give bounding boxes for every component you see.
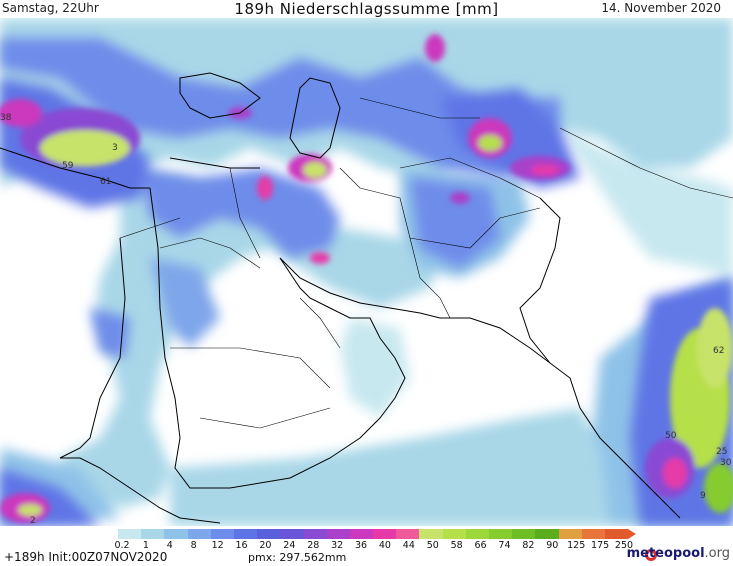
map-label: 50 [665, 431, 677, 441]
legend-ticks: 0.2 1 4 8 12 16 20 24 28 32 36 40 44 50 58 66 74 82 90 125 1… [112, 540, 636, 552]
legend-tick-label: 125 [567, 540, 586, 551]
legend-swatch [373, 529, 397, 539]
legend-swatch [210, 529, 234, 539]
legend-tick-label: 12 [211, 540, 224, 551]
legend: 0.2 1 4 8 12 16 20 24 28 32 36 40 44 50 58 66 74 82 90 125 1… [0, 526, 733, 566]
legend-tick-label: 175 [591, 540, 610, 551]
logo-name: meteopool [626, 546, 705, 561]
pmx-label: pmx: 297.562mm [248, 551, 347, 564]
legend-tick-label: 24 [283, 540, 296, 551]
legend-swatch [442, 529, 466, 539]
legend-tick-label: 82 [522, 540, 535, 551]
legend-colorbar [118, 529, 629, 539]
meteopool-logo[interactable]: meteopool.org [627, 546, 730, 561]
logo-suffix: .org [704, 546, 730, 561]
map-canvas: 38 59 61 3 62 50 25 30 9 2 [0, 18, 733, 526]
legend-tick-label: 0.2 [114, 540, 130, 551]
map-label: 2 [30, 516, 36, 526]
init-label: +189h Init:00Z07NOV2020 [4, 550, 168, 564]
legend-tick-label: 250 [614, 540, 634, 551]
map-value-labels: 38 59 61 3 62 50 25 30 9 2 [0, 113, 732, 526]
forecast-time-label: Samstag, 22Uhr [2, 1, 99, 15]
coastlines [0, 72, 681, 524]
legend-swatch [118, 529, 142, 539]
legend-swatch [141, 529, 165, 539]
legend-tick-label: 16 [235, 540, 248, 551]
map-label: 30 [720, 458, 732, 468]
map-title: 189h Niederschlagssumme [mm] [234, 0, 499, 18]
legend-swatch [535, 529, 559, 539]
legend-swatch [581, 529, 605, 539]
legend-tick-label: 20 [259, 540, 272, 551]
legend-tick-label: 74 [498, 540, 511, 551]
map-label: 59 [62, 161, 74, 171]
legend-tick-label: 8 [190, 540, 197, 551]
meteopool-logo-icon [645, 549, 657, 561]
borders [119, 97, 733, 429]
precipitation-map: 38 59 61 3 62 50 25 30 9 2 [0, 18, 733, 526]
legend-swatch [604, 529, 629, 539]
legend-swatch [187, 529, 211, 539]
legend-tick-label: 4 [166, 540, 173, 551]
legend-tick-label: 28 [307, 540, 320, 551]
map-label: 25 [716, 447, 727, 457]
legend-tick-label: 58 [450, 540, 463, 551]
legend-swatch [396, 529, 420, 539]
legend-tick-label: 36 [355, 540, 368, 551]
map-label: 3 [112, 143, 118, 153]
legend-swatch [164, 529, 188, 539]
legend-swatch [489, 529, 513, 539]
legend-swatch [349, 529, 374, 539]
legend-tick-label: 90 [546, 540, 559, 551]
legend-tick-label: 40 [378, 540, 391, 551]
legend-swatch [419, 529, 443, 539]
legend-swatch [465, 529, 489, 539]
legend-swatch [257, 529, 281, 539]
legend-swatch [280, 529, 304, 539]
date-label: 14. November 2020 [601, 1, 721, 15]
map-label: 9 [700, 491, 706, 501]
map-label: 62 [713, 346, 724, 356]
legend-swatch [233, 529, 258, 539]
legend-tick-label: 66 [474, 540, 487, 551]
map-label: 38 [0, 113, 12, 123]
legend-swatch [303, 529, 327, 539]
legend-tick-label: 1 [142, 540, 149, 551]
legend-swatch [558, 529, 582, 539]
legend-swatch [326, 529, 350, 539]
legend-swatch [512, 529, 536, 539]
legend-arrow-icon [628, 529, 636, 539]
header: Samstag, 22Uhr 189h Niederschlagssumme [… [0, 0, 733, 22]
legend-tick-label: 44 [402, 540, 415, 551]
precip-heavy-layer [0, 34, 733, 523]
map-label: 61 [100, 177, 111, 187]
legend-tick-label: 32 [331, 540, 344, 551]
legend-tick-label: 50 [426, 540, 439, 551]
